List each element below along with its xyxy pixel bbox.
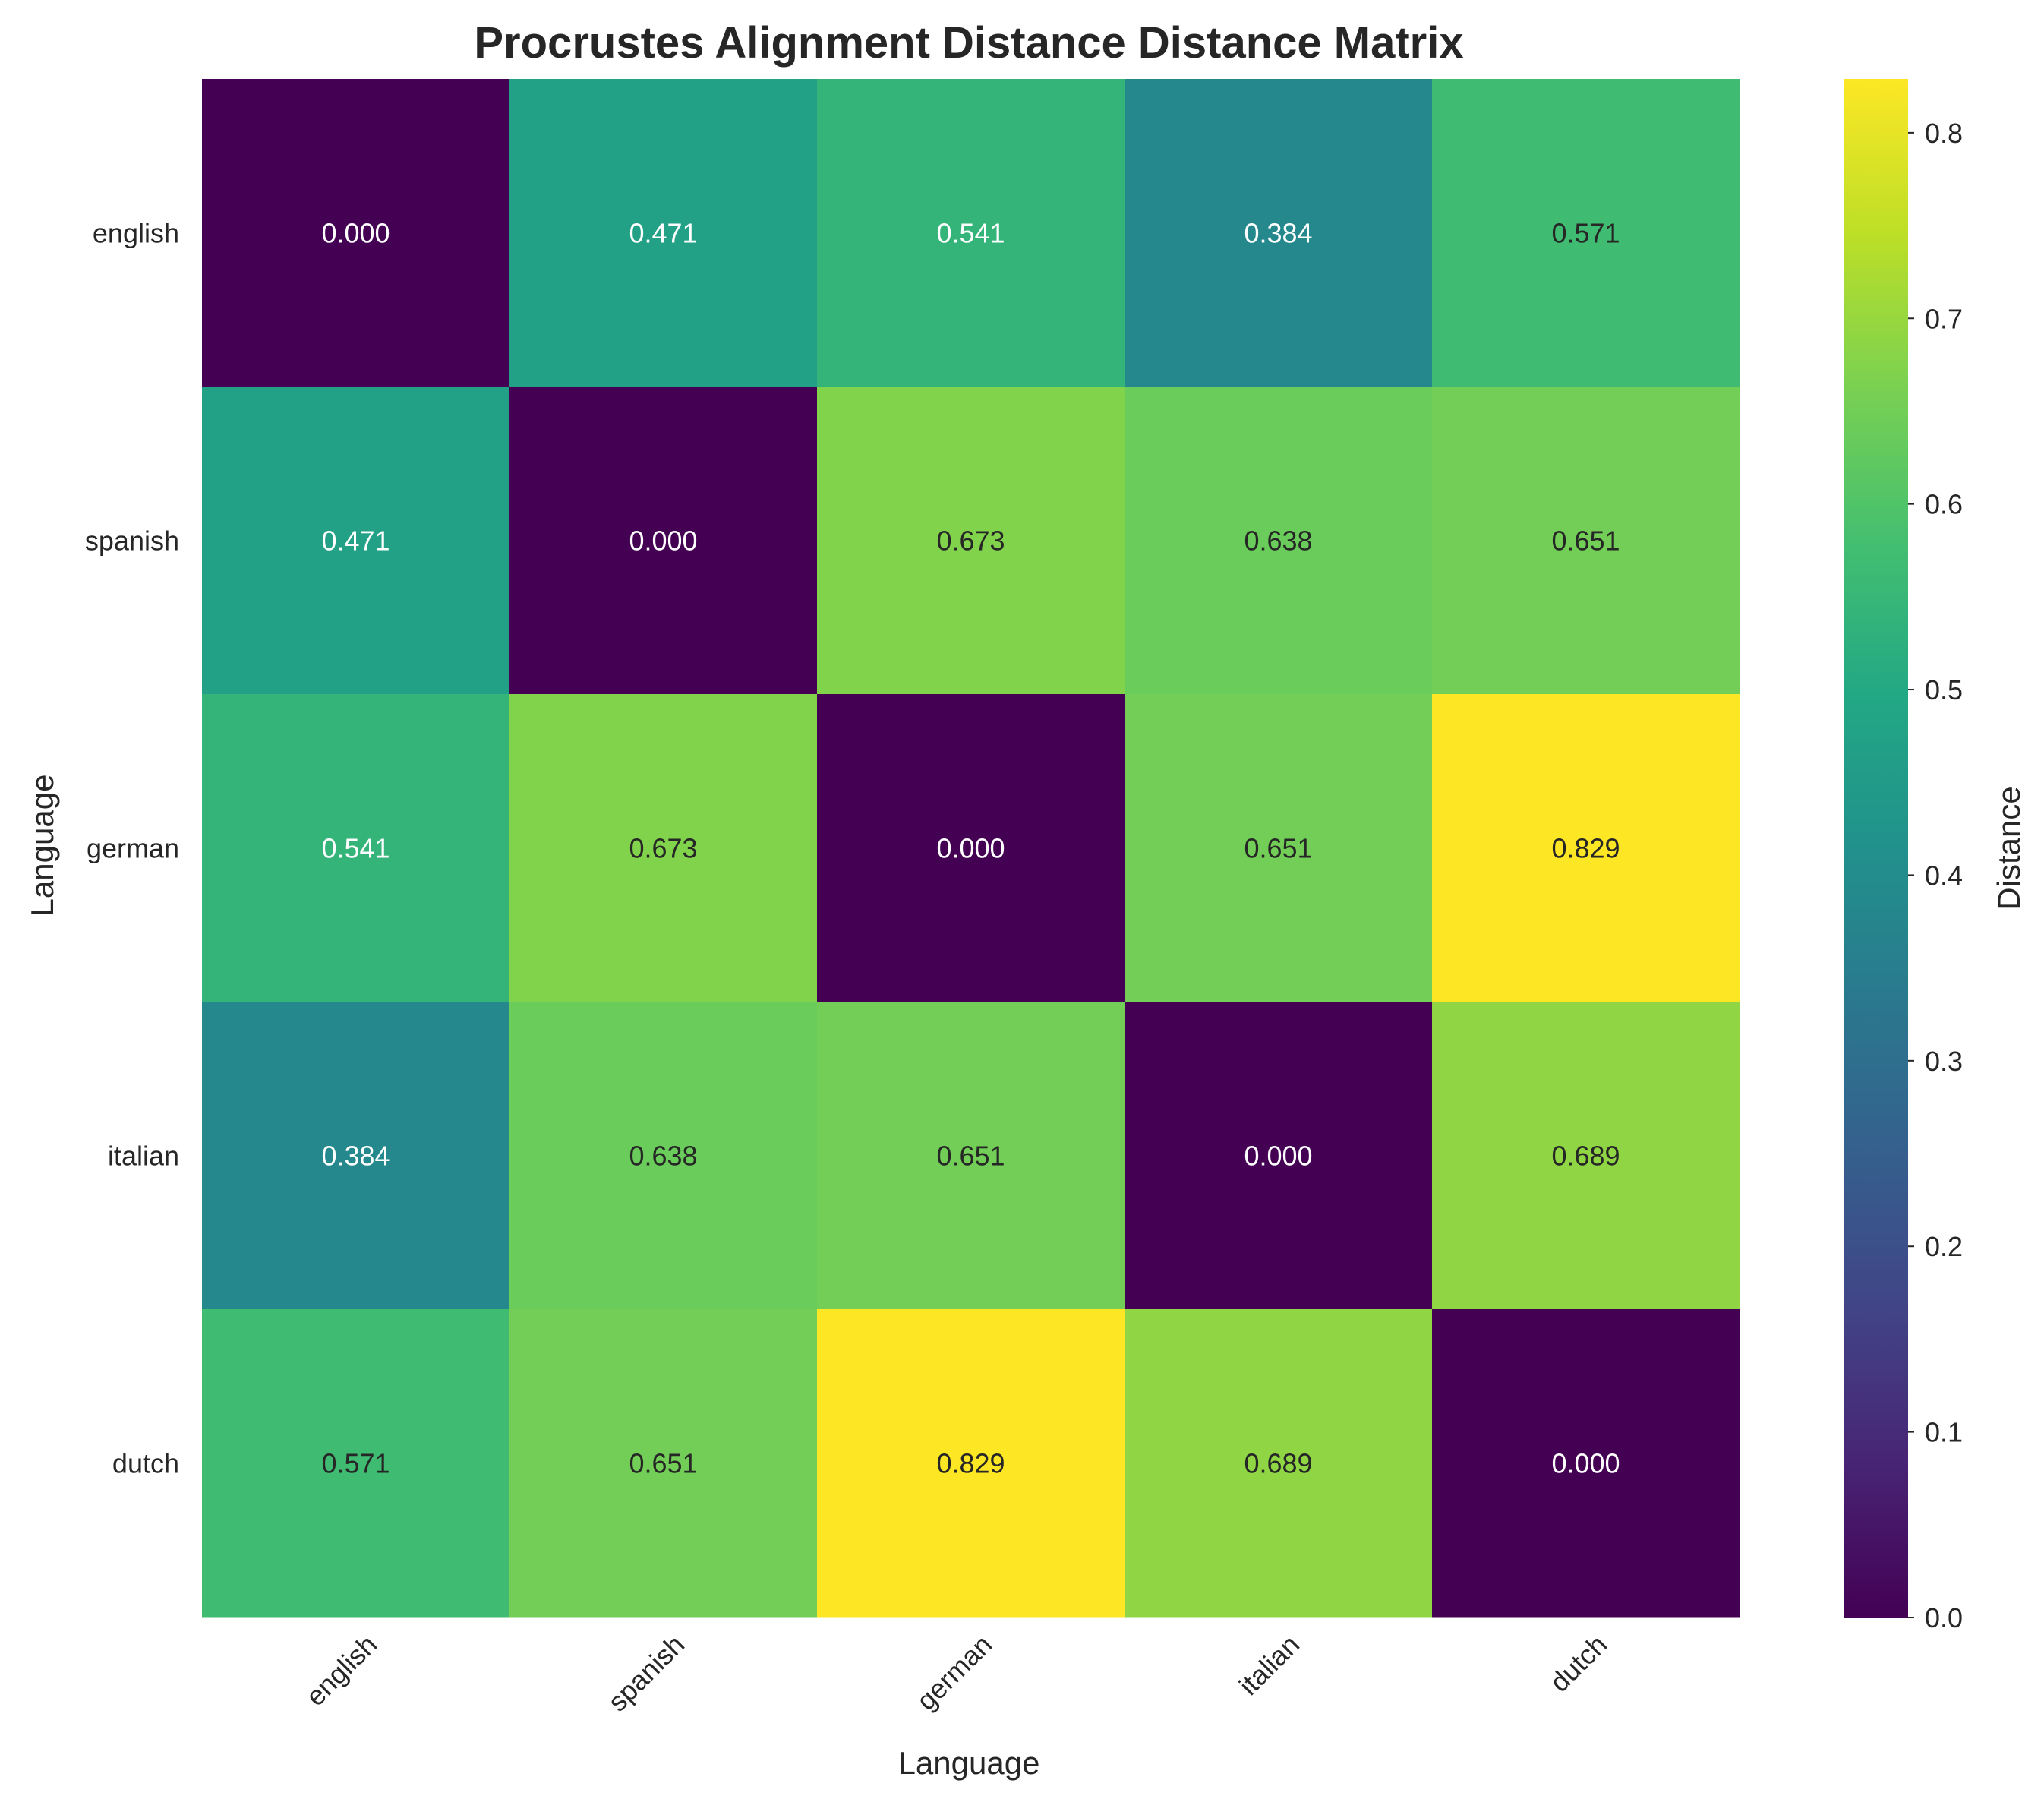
heatmap-cell-italian-spanish [509,1002,818,1310]
cell-value-label: 0.829 [936,1448,1005,1479]
cell-value-label: 0.471 [629,218,697,249]
heatmap-cell-italian-german [817,1002,1125,1310]
heatmap-cell-english-german [817,79,1125,387]
heatmap-cell-spanish-german [817,387,1125,695]
heatmap-cell-italian-english [202,1002,510,1310]
y-tick-labels: english spanish german italian dutch [85,218,179,1479]
heatmap-cell-spanish-spanish [509,387,818,695]
colorbar-label: Distance [1991,786,2027,910]
cell-value-label: 0.651 [629,1448,697,1479]
cell-value-label: 0.000 [936,833,1005,864]
heatmap-cell-english-dutch [1432,79,1740,387]
cell-value-label: 0.000 [1244,1141,1312,1172]
colorbar-gradient [1844,79,1908,1618]
colorbar-ticks: 0.0 0.1 0.2 0.3 0.4 0.5 0.6 0.7 0.8 [1908,118,1963,1633]
colorbar: 0.0 0.1 0.2 0.3 0.4 0.5 0.6 0.7 0.8 Distance [1844,79,2027,1633]
heatmap-cell-dutch-german [817,1309,1125,1618]
x-axis-label: Language [898,1745,1040,1781]
heatmap-cell-italian-italian [1125,1002,1433,1310]
cell-value-label: 0.689 [1244,1448,1312,1479]
y-tick-label-italian: italian [108,1141,179,1172]
heatmap-cell-spanish-italian [1125,387,1433,695]
cell-value-label: 0.571 [321,1448,390,1479]
x-tick-label-spanish: spanish [601,1629,690,1718]
y-tick-label-german: german [87,833,179,864]
colorbar-tick-label: 0.8 [1925,118,1963,149]
y-axis-label: Language [24,775,60,917]
heatmap-cell-english-spanish [509,79,818,387]
cell-value-label: 0.638 [1244,525,1312,557]
heatmap-cell-dutch-italian [1125,1309,1433,1618]
heatmap-cell-spanish-dutch [1432,387,1740,695]
cell-value-label: 0.000 [321,218,390,249]
x-tick-label-italian: italian [1233,1629,1306,1702]
colorbar-tick-label: 0.3 [1925,1046,1963,1077]
y-tick-label-spanish: spanish [85,525,179,557]
cell-value-label: 0.689 [1551,1141,1620,1172]
chart-title: Procrustes Alignment Distance Distance M… [474,18,1463,68]
colorbar-tick-label: 0.7 [1925,303,1963,334]
colorbar-tick-label: 0.1 [1925,1417,1963,1448]
x-tick-label-dutch: dutch [1544,1629,1613,1698]
cell-value-label: 0.541 [321,833,390,864]
cell-value-label: 0.000 [629,525,697,557]
cell-value-label: 0.384 [1244,218,1312,249]
heatmap-cell-german-german [817,694,1125,1002]
cell-value-label: 0.651 [1551,525,1620,557]
heatmap-cell-german-english [202,694,510,1002]
cell-value-label: 0.673 [629,833,697,864]
cell-value-label: 0.000 [1551,1448,1620,1479]
heatmap-cell-italian-dutch [1432,1002,1740,1310]
colorbar-tick-label: 0.2 [1925,1231,1963,1262]
heatmap-cell-english-italian [1125,79,1433,387]
heatmap-cells: 0.000 0.471 0.541 0.384 0.571 0.471 0.000 0.673… [202,79,1740,1618]
colorbar-tick-label: 0.4 [1925,860,1963,891]
y-tick-label-english: english [93,218,179,249]
cell-value-label: 0.651 [936,1141,1005,1172]
cell-value-label: 0.571 [1551,218,1620,249]
heatmap-cell-dutch-spanish [509,1309,818,1618]
cell-value-label: 0.471 [321,525,390,557]
heatmap-cell-english-english [202,79,510,387]
cell-value-label: 0.638 [629,1141,697,1172]
heatmap-cell-german-dutch [1432,694,1740,1002]
cell-value-label: 0.673 [936,525,1005,557]
heatmap-cell-german-italian [1125,694,1433,1002]
cell-value-label: 0.541 [936,218,1005,249]
colorbar-tick-label: 0.5 [1925,674,1963,705]
colorbar-tick-label: 0.6 [1925,489,1963,520]
cell-value-label: 0.384 [321,1141,390,1172]
y-tick-label-dutch: dutch [112,1448,179,1479]
heatmap-cell-dutch-dutch [1432,1309,1740,1618]
colorbar-tick-label: 0.0 [1925,1602,1963,1633]
x-tick-labels: english spanish german italian dutch [299,1629,1613,1718]
x-tick-label-german: german [910,1629,998,1716]
cell-value-label: 0.651 [1244,833,1312,864]
x-tick-label-english: english [299,1629,383,1712]
heatmap-cell-german-spanish [509,694,818,1002]
heatmap-cell-dutch-english [202,1309,510,1618]
heatmap-cell-spanish-english [202,387,510,695]
cell-value-label: 0.829 [1551,833,1620,864]
